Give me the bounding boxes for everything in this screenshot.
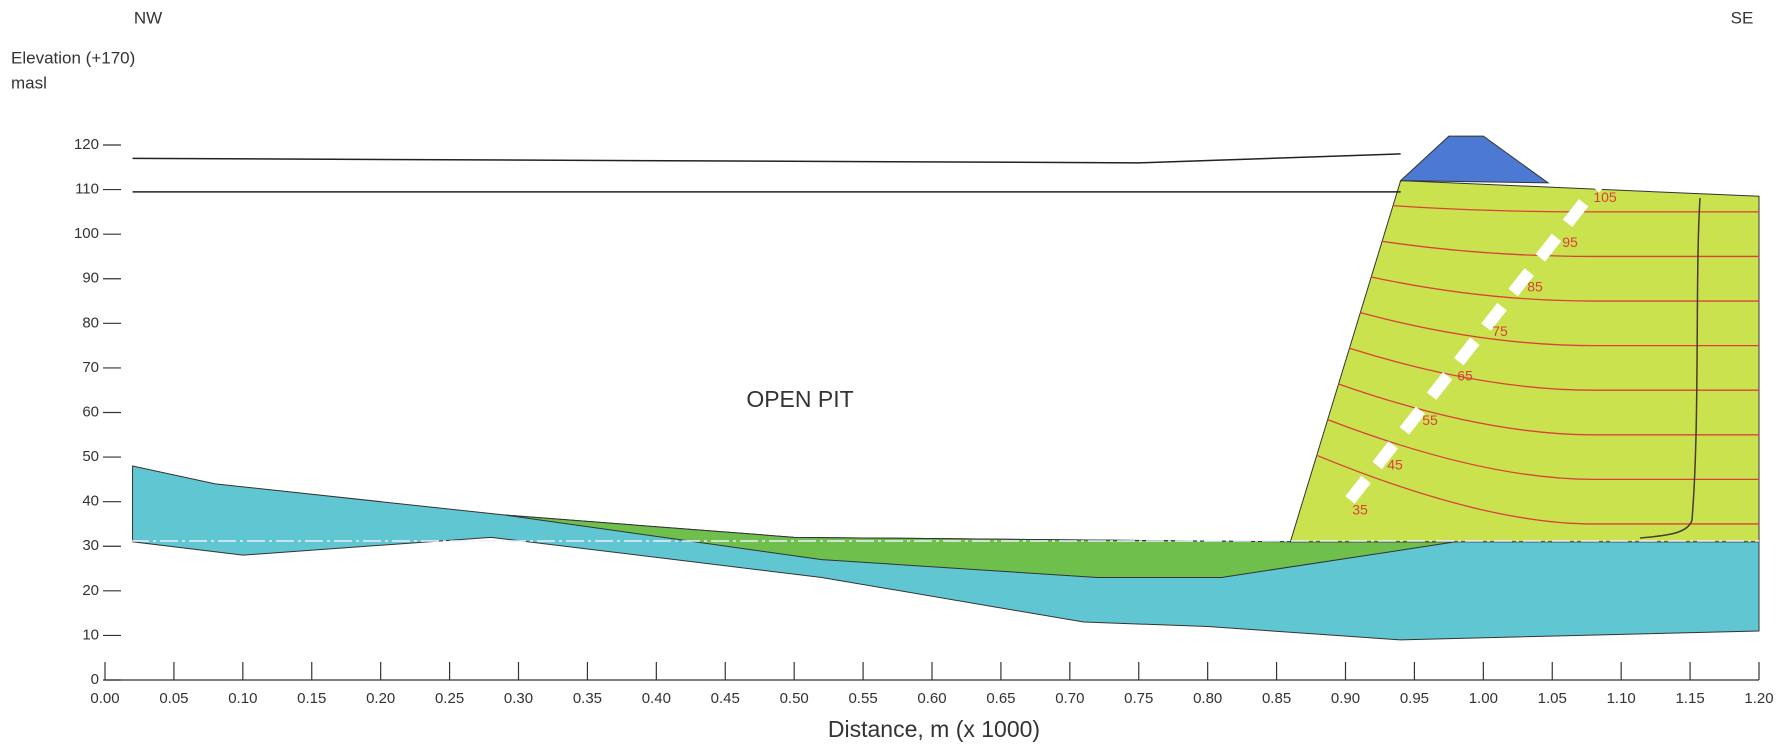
contour-label: 35: [1352, 501, 1368, 517]
contour-line: [1316, 454, 1759, 525]
contour-label: 55: [1422, 412, 1438, 428]
x-tick-label: 0.15: [297, 690, 326, 707]
x-tick-label: 0.10: [228, 690, 257, 707]
layer-region: [504, 514, 1456, 578]
x-tick-label: 0.75: [1124, 690, 1153, 707]
contour-label: 75: [1492, 323, 1508, 339]
y-tick-label: 100: [74, 225, 99, 242]
x-tick-label: 1.05: [1538, 690, 1567, 707]
contour-line: [1382, 240, 1759, 258]
x-tick-label: 0.55: [848, 690, 877, 707]
x-tick-label: 0.95: [1400, 690, 1429, 707]
layer-region: [1289, 180, 1760, 543]
y-tick-label: 90: [82, 270, 99, 287]
x-tick-label: 1.15: [1675, 690, 1704, 707]
x-tick-label: 0.20: [366, 690, 395, 707]
contour-label: 95: [1562, 234, 1578, 250]
y-tick-label: 10: [82, 626, 99, 643]
x-tick-label: 0.35: [573, 690, 602, 707]
y-tick-label: 60: [82, 403, 99, 420]
x-tick-label: 0.25: [435, 690, 464, 707]
x-tick-label: 0.70: [1055, 690, 1084, 707]
y-tick-label: 20: [82, 582, 99, 599]
y-tick-label: 40: [82, 493, 99, 510]
y-tick-label: 50: [82, 448, 99, 465]
x-tick-label: 0.40: [642, 690, 671, 707]
x-tick-label: 0.60: [917, 690, 946, 707]
contour-label: 105: [1593, 189, 1617, 205]
x-tick-label: 0.00: [90, 690, 119, 707]
contour-line: [1338, 383, 1759, 436]
direction-right: SE: [1731, 8, 1754, 27]
contour-line: [1360, 312, 1759, 347]
x-tick-label: 0.50: [780, 690, 809, 707]
contour-label: 45: [1387, 457, 1403, 473]
annotation: OPEN PIT: [746, 386, 853, 412]
direction-left: NW: [134, 8, 162, 27]
y-tick-label: 70: [82, 359, 99, 376]
y-tick-label: 110: [75, 181, 99, 198]
x-tick-label: 1.20: [1744, 690, 1773, 707]
x-tick-label: 0.80: [1193, 690, 1222, 707]
x-axis-title: Distance, m (x 1000): [828, 716, 1040, 742]
x-tick-label: 0.30: [504, 690, 533, 707]
flow-path: [1345, 178, 1605, 504]
x-tick-label: 1.00: [1469, 690, 1498, 707]
boundary-line: [132, 153, 1401, 164]
drain-line: [1639, 197, 1701, 539]
x-tick-label: 0.85: [1262, 690, 1291, 707]
contour-label: 65: [1457, 368, 1473, 384]
contour-label: 85: [1527, 278, 1543, 294]
x-tick-label: 0.65: [986, 690, 1015, 707]
y-tick-label: 120: [74, 136, 99, 153]
y-axis-title: masl: [11, 73, 47, 92]
contour-line: [1327, 419, 1759, 481]
y-tick-label: 0: [91, 671, 99, 688]
x-tick-label: 0.90: [1331, 690, 1360, 707]
x-tick-label: 0.45: [711, 690, 740, 707]
x-tick-label: 0.05: [159, 690, 188, 707]
contour-line: [1371, 276, 1759, 302]
y-tick-label: 80: [82, 314, 99, 331]
y-axis-title: Elevation (+170): [11, 48, 135, 67]
layer-region: [1399, 135, 1550, 184]
y-tick-label: 30: [82, 537, 99, 554]
contour-line: [1349, 347, 1759, 391]
x-tick-label: 1.10: [1607, 690, 1636, 707]
